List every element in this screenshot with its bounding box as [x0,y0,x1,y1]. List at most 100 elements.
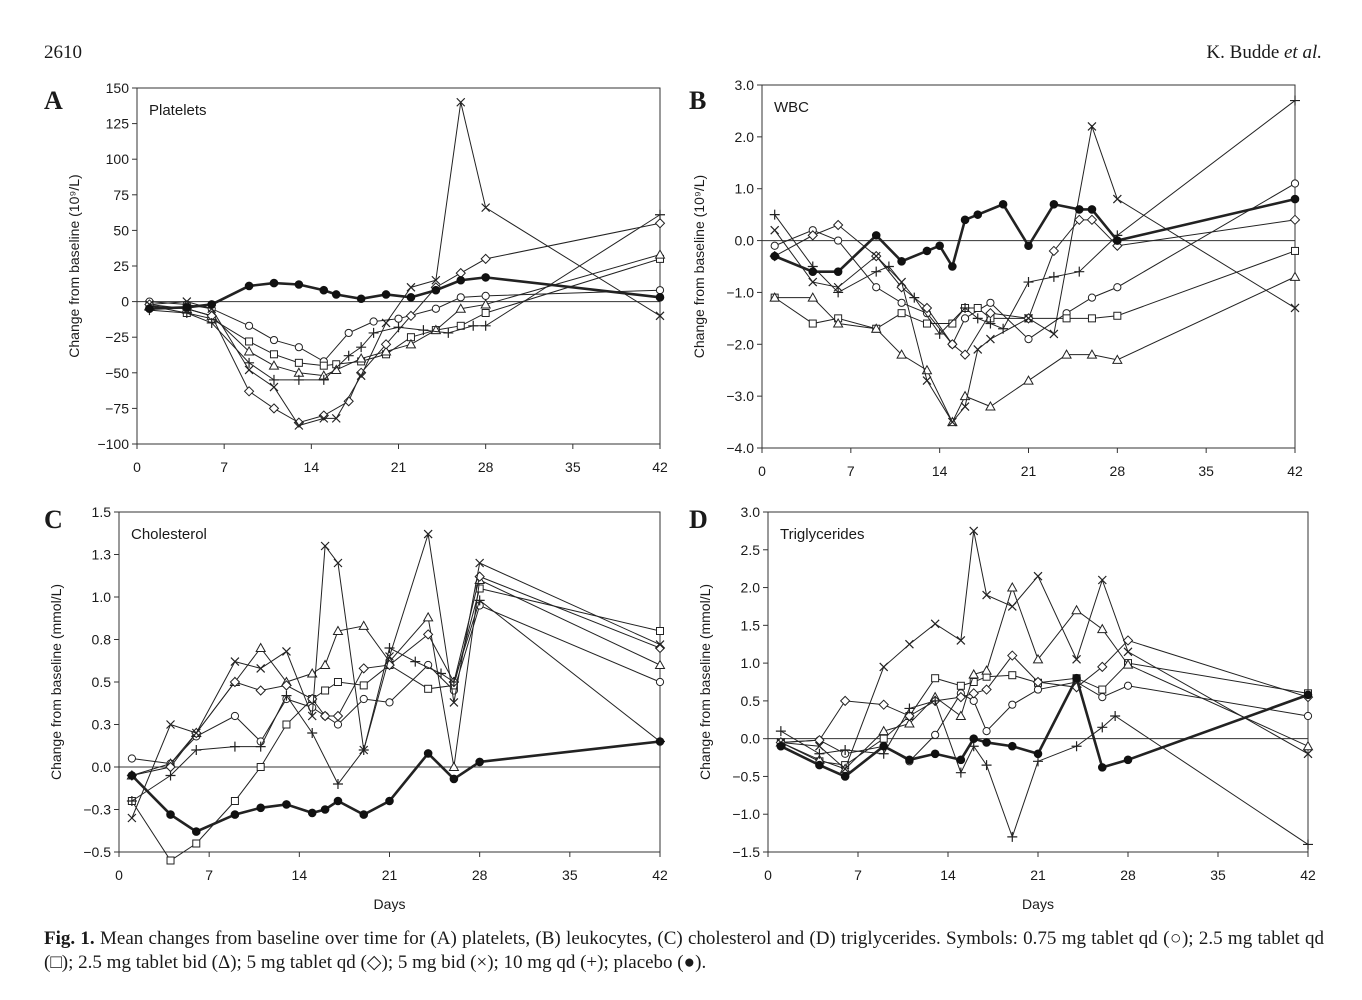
data-point-a-cross-10 [406,282,416,292]
data-point-c-diamond-9 [358,663,369,674]
data-point-d-dot-4 [905,755,914,765]
y-tick-label-d-1: −1.0 [732,806,760,822]
x-tick-label-a-4: 28 [478,459,494,475]
data-point-a-cross-11 [431,275,441,285]
data-point-c-cross-1 [166,720,175,729]
data-point-b-dot-5 [922,246,932,256]
x-axis-label-d: Days [1022,896,1054,912]
y-tick-label-a-3: −25 [105,329,129,345]
data-point-b-triangle-2 [832,318,844,328]
data-point-a-dot-2 [207,300,217,309]
data-point-d-circle-5 [931,730,940,739]
data-point-b-cross-12 [1087,122,1097,131]
data-point-c-square-9 [359,681,368,690]
data-point-c-dot-2 [191,827,201,836]
data-point-d-triangle-9 [1006,582,1018,592]
data-point-d-plus-1 [814,748,825,759]
data-point-a-square-6 [319,361,328,370]
data-point-a-diamond-14 [654,218,666,229]
panel-title-d: Triglycerides [780,526,864,543]
data-point-a-circle-10 [431,304,440,313]
data-point-b-triangle-8 [985,400,996,411]
data-point-c-triangle-7 [319,659,331,669]
data-point-c-square-14 [656,627,664,635]
x-tick-label-b-1: 7 [847,463,855,479]
series-line-a-square [149,258,661,367]
data-point-d-diamond-7 [968,688,979,699]
y-tick-label-d-6: 1.5 [741,617,761,633]
data-point-b-cross-6 [947,417,957,427]
data-point-d-cross-12 [1097,575,1107,585]
data-point-c-plus-4 [255,741,266,752]
data-point-a-dot-10 [406,293,416,302]
data-point-b-square-12 [1087,314,1096,323]
data-point-d-triangle-7 [968,668,980,679]
data-point-c-diamond-10 [384,659,395,671]
series-line-d-square [780,662,1309,766]
data-point-b-triangle-4 [896,349,907,359]
data-point-b-square-4 [897,309,906,318]
data-point-b-dot-6 [935,241,944,251]
data-point-b-dot-9 [973,210,983,219]
data-point-c-plus-5 [281,690,292,701]
y-tick-label-c-7: 1.3 [92,547,112,563]
data-point-a-triangle-4 [268,360,280,370]
series-line-a-plus [149,214,661,381]
data-point-a-diamond-6 [318,410,329,421]
data-point-c-plus-12 [448,677,459,687]
data-point-d-triangle-3 [878,725,890,736]
data-point-d-plus-11 [1071,741,1082,752]
data-point-a-plus-15 [655,209,665,220]
series-line-d-cross [780,530,1309,770]
data-point-c-cross-5 [282,646,291,656]
data-point-a-plus-14 [480,320,491,331]
y-tick-label-b-0: −4.0 [726,440,754,456]
data-point-a-cross-13 [481,203,491,213]
data-point-c-diamond-7 [319,710,331,722]
data-point-b-triangle-1 [807,292,819,302]
x-tick-label-d-0: 0 [764,867,772,883]
data-point-d-cross-6 [956,636,966,645]
data-point-a-plus-6 [318,374,329,385]
data-point-b-cross-3 [871,251,881,261]
series-line-c-triangle [131,579,661,776]
y-tick-label-d-4: 0.5 [741,693,761,709]
data-point-a-circle-3 [244,321,254,330]
panel-letter-c: C [44,505,63,534]
data-point-d-square-9 [1008,671,1017,680]
data-point-c-circle-8 [333,720,343,729]
data-point-c-triangle-8 [332,625,344,635]
data-point-b-circle-8 [986,298,995,307]
x-tick-label-a-5: 35 [565,459,581,475]
data-point-b-plus-7 [960,302,971,313]
x-tick-label-c-5: 35 [562,867,578,883]
data-point-b-circle-11 [1087,293,1097,302]
data-point-b-plus-8 [972,313,983,324]
data-point-c-dot-14 [655,737,665,746]
data-point-c-plus-10 [410,656,421,667]
data-point-c-triangle-4 [255,642,267,652]
data-point-b-dot-7 [948,262,957,271]
data-point-a-cross-9 [381,318,391,328]
data-point-a-triangle-8 [355,353,367,363]
data-point-c-diamond-6 [307,693,318,705]
data-point-b-cross-1 [808,277,818,287]
y-tick-label-d-8: 2.5 [741,542,761,558]
data-point-b-square-14 [1291,246,1299,255]
data-point-d-diamond-13 [1122,635,1134,646]
data-point-c-cross-4 [256,663,266,673]
data-point-c-cross-7 [320,541,330,551]
y-tick-label-d-2: −0.5 [732,768,760,784]
data-point-a-diamond-4 [268,403,280,414]
y-tick-label-b-6: 2.0 [735,129,755,145]
data-point-c-circle-3 [230,711,240,721]
y-axis-label-b: Change from baseline (10⁹/L) [691,175,707,358]
data-point-c-plus-7 [332,779,343,789]
data-point-b-triangle-3 [870,323,882,333]
page-number: 2610 [44,42,82,63]
data-point-b-triangle-12 [1111,354,1123,364]
data-point-c-square-3 [230,797,239,805]
data-point-c-plus-11 [436,668,447,679]
data-point-d-plus-13 [1110,711,1121,721]
series-line-b-plus [774,100,1296,335]
